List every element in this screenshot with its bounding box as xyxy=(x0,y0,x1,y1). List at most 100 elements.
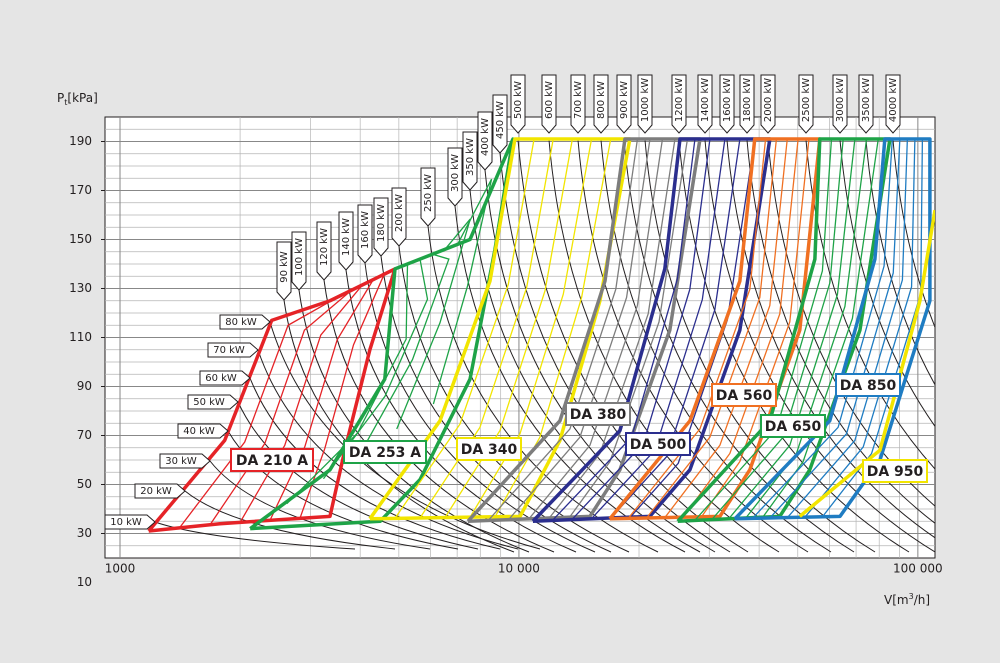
blade-line xyxy=(751,139,893,519)
fan-label-box xyxy=(835,373,901,397)
power-label: 70 kW xyxy=(213,345,245,356)
power-tag xyxy=(739,74,755,134)
blade-line xyxy=(322,258,429,480)
power-tag xyxy=(462,131,478,191)
y-tick-label: 130 xyxy=(69,281,92,295)
blade-line xyxy=(694,139,833,521)
power-curve xyxy=(364,262,596,553)
power-tag xyxy=(199,370,251,386)
blade-line xyxy=(711,138,844,521)
power-tag xyxy=(858,74,874,134)
blade-line xyxy=(551,138,696,521)
power-label: 90 kW xyxy=(279,251,290,283)
blade-line xyxy=(494,138,612,518)
blade-line xyxy=(786,139,909,519)
y-tick-label: 10 xyxy=(77,575,92,589)
power-tag xyxy=(541,74,557,134)
power-label: 30 kW xyxy=(165,456,197,467)
power-label: 80 kW xyxy=(225,317,257,328)
power-curve xyxy=(237,401,479,550)
power-tag xyxy=(187,394,239,410)
power-tag xyxy=(177,423,229,439)
power-tag xyxy=(219,314,271,330)
blade-line xyxy=(590,138,726,520)
fan-label-box xyxy=(625,432,691,456)
power-label: 100 kW xyxy=(294,238,305,276)
power-label: 4000 kW xyxy=(888,78,899,122)
fan-label-box xyxy=(862,459,928,483)
blade-line xyxy=(419,138,554,519)
power-tag xyxy=(338,211,354,271)
fan-envelope xyxy=(147,267,397,533)
fan-envelope xyxy=(733,137,932,521)
blade-line xyxy=(487,138,639,521)
fan-label: DA 340 xyxy=(461,442,518,458)
blade-line xyxy=(627,138,767,519)
power-label: 1600 kW xyxy=(722,78,733,122)
blade-line xyxy=(571,138,711,521)
power-curve xyxy=(726,139,935,539)
power-label: 40 kW xyxy=(183,426,215,437)
power-tag xyxy=(447,147,463,207)
power-label: 200 kW xyxy=(394,194,405,232)
blade-line xyxy=(208,289,353,527)
power-curve xyxy=(454,205,686,553)
power-tag xyxy=(760,74,776,134)
blade-line xyxy=(610,138,741,519)
power-label: 1400 kW xyxy=(700,78,711,122)
power-label: 180 kW xyxy=(376,204,387,242)
power-label: 500 kW xyxy=(513,81,524,119)
power-label: 250 kW xyxy=(423,174,434,212)
blade-line xyxy=(728,138,856,520)
power-label: 2000 kW xyxy=(763,78,774,122)
power-tag xyxy=(798,74,814,134)
power-tag xyxy=(291,231,307,291)
power-tag xyxy=(570,74,586,134)
power-tag xyxy=(134,483,186,499)
fan-label-box xyxy=(760,414,826,438)
blade-line xyxy=(394,138,535,519)
power-tag xyxy=(420,167,436,227)
blade-line xyxy=(745,138,868,519)
power-curve xyxy=(600,139,832,553)
x-tick-label: 1000 xyxy=(105,562,136,576)
blade-line xyxy=(508,138,651,521)
fan-label-box xyxy=(711,383,777,407)
fan-label-box xyxy=(565,402,631,426)
power-label: 50 kW xyxy=(193,397,225,408)
fan-label: DA 380 xyxy=(570,407,627,423)
power-tag xyxy=(719,74,735,134)
blade-line xyxy=(769,139,901,519)
fan-label-box xyxy=(456,437,522,461)
y-tick-label: 70 xyxy=(77,428,92,442)
power-curve xyxy=(184,490,396,550)
blade-line xyxy=(646,138,778,519)
power-tag xyxy=(697,74,713,134)
power-label: 350 kW xyxy=(465,138,476,176)
power-tag xyxy=(637,74,653,134)
y-tick-label: 190 xyxy=(69,134,92,148)
blade-line xyxy=(469,138,593,518)
fan-label: DA 560 xyxy=(716,388,773,404)
blade-line xyxy=(528,138,664,520)
power-label: 800 kW xyxy=(596,81,607,119)
power-label: 3500 kW xyxy=(861,78,872,122)
blade-line xyxy=(629,138,756,518)
fan-label: DA 500 xyxy=(630,437,687,453)
power-tag xyxy=(671,74,687,134)
x-tick-label: 10 000 xyxy=(498,562,540,576)
power-tag xyxy=(593,74,609,134)
blade-line xyxy=(396,218,471,430)
power-tag xyxy=(885,74,901,134)
x-tick-label: 100 000 xyxy=(893,562,943,576)
blade-line xyxy=(359,253,450,455)
blade-line xyxy=(548,138,676,519)
power-tag xyxy=(373,197,389,257)
fan-label: DA 850 xyxy=(840,378,897,394)
power-label: 450 kW xyxy=(495,101,506,139)
fan-label-box xyxy=(343,440,427,464)
y-axis-label: Pt[kPa] xyxy=(57,91,98,107)
power-label: 400 kW xyxy=(480,118,491,156)
power-label: 1800 kW xyxy=(742,78,753,122)
